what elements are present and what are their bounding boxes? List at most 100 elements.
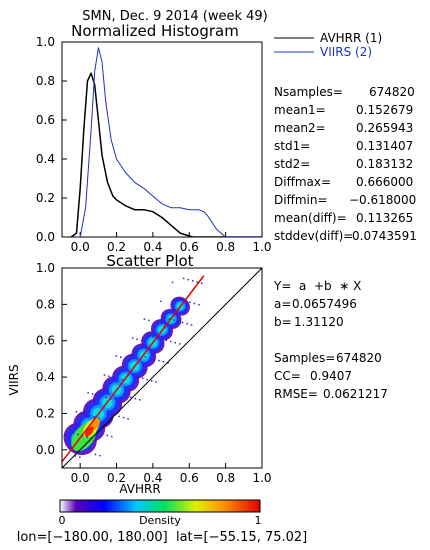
scatter-point xyxy=(193,302,196,305)
histogram-title: Normalized Histogram xyxy=(71,22,239,40)
scatter-point xyxy=(158,359,160,362)
scatter-point xyxy=(124,357,127,360)
scatter-point xyxy=(172,319,175,321)
one-to-one-line xyxy=(62,268,262,468)
scatter-point xyxy=(120,356,122,358)
figure-title: SMN, Dec. 9 2014 (week 49) xyxy=(82,9,267,24)
scatter-point xyxy=(122,416,125,419)
hist-ytick-label: 0.8 xyxy=(36,74,55,88)
scatter-point xyxy=(86,436,88,438)
scatter-point xyxy=(196,281,198,283)
scatter-point xyxy=(143,318,146,320)
hist-xtick-label: 0.4 xyxy=(143,240,162,254)
scatter-point xyxy=(167,362,169,364)
scatter-frame xyxy=(61,267,263,469)
scatter-ticks: 0.0 0.2 0.4 0.6 0.8 1.0 0.0 0.2 0.4 0.6 0.8 1.0 xyxy=(36,261,272,485)
scatter-point xyxy=(103,374,106,376)
metric-label: CC= xyxy=(274,369,301,383)
scatter-point xyxy=(80,412,82,414)
stat-value: 0.0743591 xyxy=(352,229,417,243)
stat-value: 0.131407 xyxy=(356,139,413,153)
scatter-point xyxy=(106,434,109,437)
series-line-viirs xyxy=(76,47,262,237)
stat-label: mean1= xyxy=(274,103,326,117)
scatter-point xyxy=(79,456,81,458)
metric-label: Samples= xyxy=(274,351,335,365)
scatter-point xyxy=(163,316,166,319)
fit-label: a= xyxy=(274,297,291,311)
hist-xtick-label: 0.6 xyxy=(180,240,199,254)
legend-label-avhrr: AVHRR (1) xyxy=(320,31,382,45)
scatter-point xyxy=(98,417,100,419)
footer-coverage: lon=[−180.00, 180.00] lat=[−55.15, 75.02… xyxy=(17,530,308,545)
scatter-point xyxy=(148,319,150,322)
fit-value: 1.31120 xyxy=(294,315,344,329)
stat-label: mean(diff)= xyxy=(274,211,347,225)
scatter-panel: Scatter Plot 0.0 0.2 0.4 0.6 0.8 1.0 0.0 0.2 0.4… xyxy=(7,252,272,496)
scatter-point xyxy=(144,356,147,358)
hist-xtick-label: 0.0 xyxy=(71,240,90,254)
scatter-ytick-label: 0.0 xyxy=(36,443,55,457)
scatter-point xyxy=(96,394,98,397)
scatter-point xyxy=(165,339,168,342)
scatter-point xyxy=(72,432,75,435)
hist-ytick-label: 0.4 xyxy=(36,152,55,166)
legend-label-viirs: VIIRS (2) xyxy=(320,45,372,59)
scatter-point xyxy=(74,455,77,457)
scatter-ytick-label: 0.6 xyxy=(36,334,55,348)
scatter-point xyxy=(137,376,139,378)
scatter-point xyxy=(87,392,89,394)
scatter-xtick-label: 0.2 xyxy=(107,471,126,485)
scatter-point xyxy=(93,415,96,418)
scatter-ytick-label: 0.8 xyxy=(36,297,55,311)
stat-label: Nsamples= xyxy=(274,85,343,99)
scatter-point xyxy=(140,339,143,342)
scatter-point xyxy=(132,375,135,377)
density-core xyxy=(84,426,94,437)
scatter-point xyxy=(118,415,120,418)
stat-value: 0.113265 xyxy=(356,211,413,225)
scatter-point xyxy=(171,281,174,284)
hist-xtick-label: 1.0 xyxy=(252,240,271,254)
scatter-point xyxy=(139,399,141,401)
scatter-point xyxy=(170,340,172,343)
fit-block: Y= a +b ∗ X a= 0.0657496 b= 1.31120 Samp… xyxy=(273,279,388,401)
scatter-point xyxy=(198,303,200,306)
scatter-point xyxy=(130,396,132,399)
stat-value: 0.265943 xyxy=(356,121,413,135)
metric-label: RMSE= xyxy=(274,387,318,401)
scatter-point xyxy=(174,341,177,344)
scatter-point xyxy=(112,376,115,379)
scatter-point xyxy=(179,343,181,345)
metric-value: 0.9407 xyxy=(310,369,352,383)
scatter-lines xyxy=(62,268,262,468)
scatter-point xyxy=(190,324,193,326)
scatter-point xyxy=(91,393,94,395)
colorbar-gradient xyxy=(59,499,261,513)
scatter-point xyxy=(162,361,165,363)
hist-ytick-label: 0.2 xyxy=(36,191,55,205)
metric-value: 674820 xyxy=(336,351,382,365)
scatter-point xyxy=(182,277,185,280)
scatter-ylabel: VIIRS xyxy=(7,364,21,395)
stat-label: Diffmax= xyxy=(274,175,331,189)
scatter-point xyxy=(187,278,189,281)
stat-value: 0.666000 xyxy=(356,175,413,189)
legend: AVHRR (1) VIIRS (2) xyxy=(274,31,382,59)
scatter-point xyxy=(77,433,79,436)
scatter-point xyxy=(149,357,151,359)
scatter-point xyxy=(180,299,182,301)
scatter-ytick-label: 0.4 xyxy=(36,370,55,384)
scatter-point xyxy=(89,414,91,417)
colorbar-label: Density xyxy=(139,514,181,527)
scatter-point xyxy=(134,397,137,400)
scatter-xtick-label: 0.6 xyxy=(180,471,199,485)
stat-value: 674820 xyxy=(369,85,415,99)
density-cloud xyxy=(63,277,203,458)
stats-block: Nsamples= 674820 mean1= 0.152679 mean2= … xyxy=(274,85,417,243)
scatter-point xyxy=(159,300,162,303)
scatter-point xyxy=(117,377,119,380)
scatter-xtick-label: 1.0 xyxy=(252,471,271,485)
scatter-point xyxy=(115,355,118,357)
scatter-point xyxy=(161,338,163,340)
